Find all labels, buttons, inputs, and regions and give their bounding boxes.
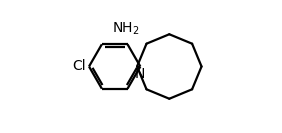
Text: NH$_2$: NH$_2$ (112, 21, 140, 37)
Text: Cl: Cl (72, 59, 86, 74)
Text: N: N (135, 67, 145, 81)
